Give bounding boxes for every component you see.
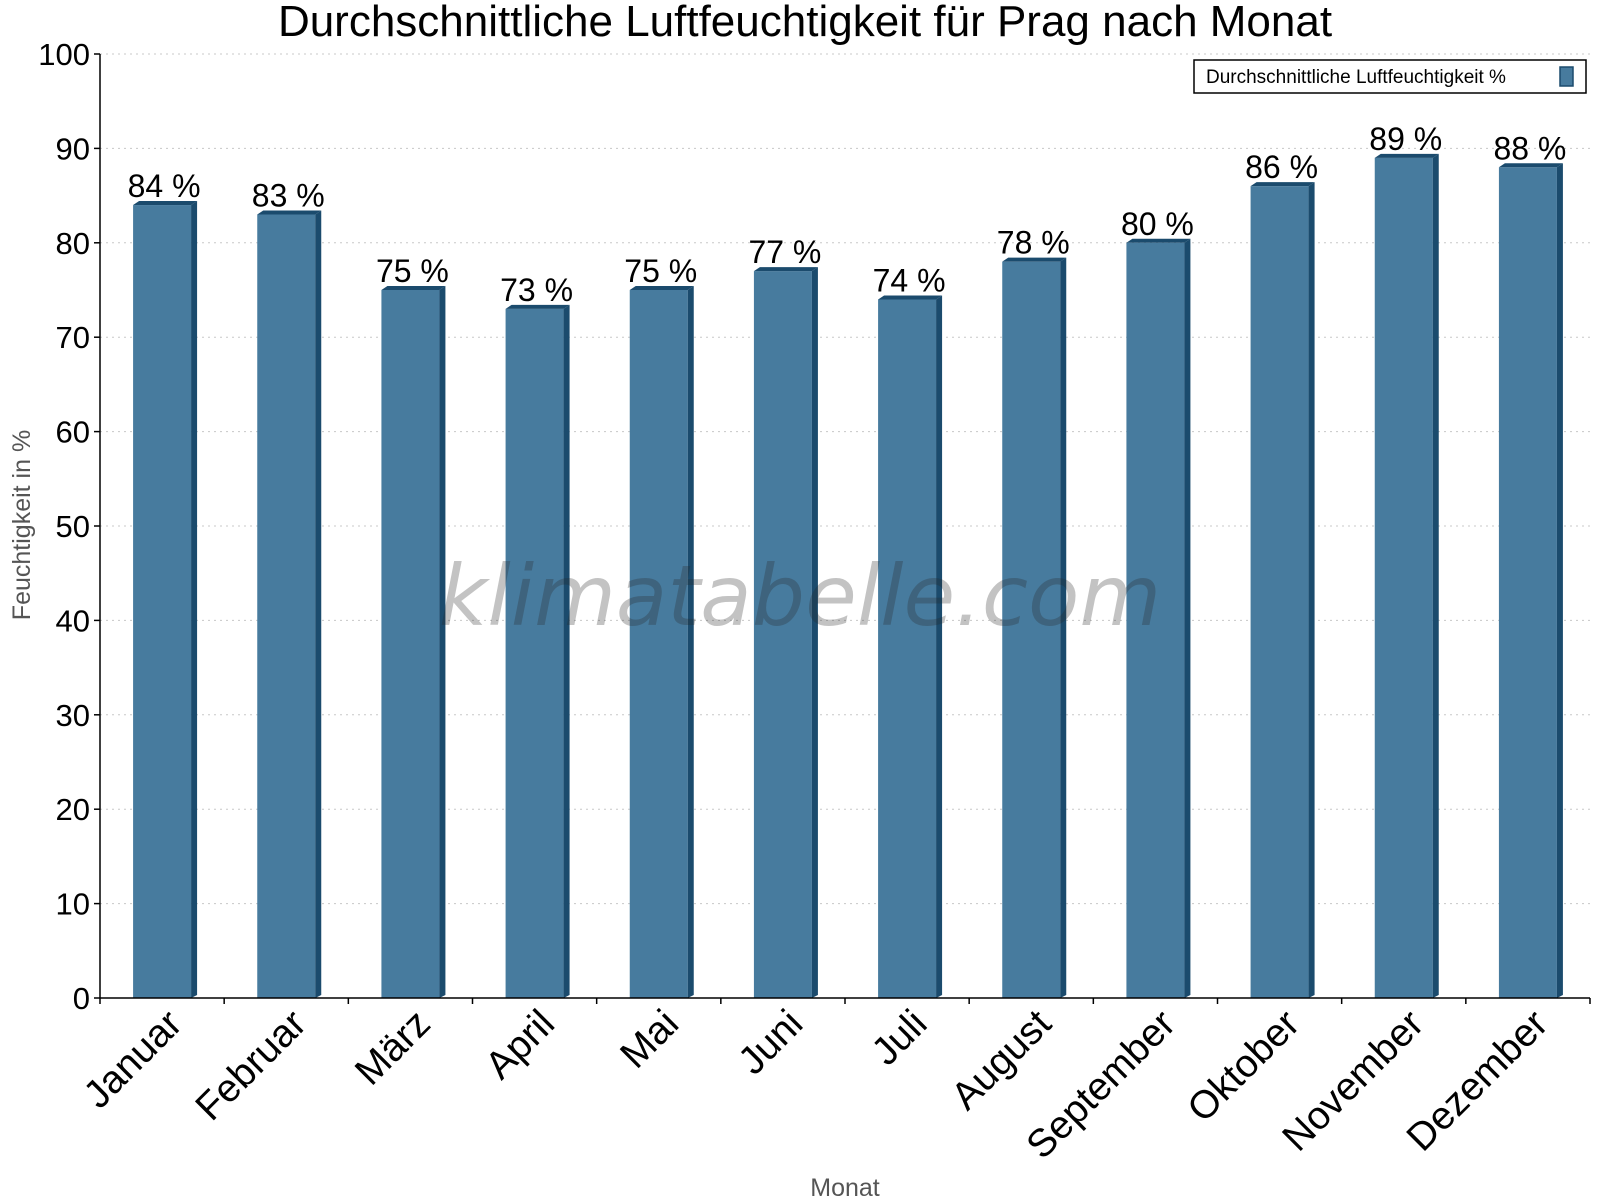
bar [1002, 257, 1067, 998]
bar-top [878, 295, 943, 300]
bar-side [563, 304, 570, 998]
y-axis: 0 10 20 30 40 50 60 70 80 90 100 [38, 37, 101, 1016]
bar [381, 286, 446, 998]
y-tick-label: 10 [56, 887, 90, 922]
x-tick-label: März [347, 1002, 439, 1094]
data-label: 75 % [624, 253, 697, 289]
bar-side [1184, 238, 1191, 999]
bar-side [687, 286, 694, 998]
data-label: 77 % [748, 234, 821, 270]
bar-side [1308, 182, 1315, 998]
data-label: 75 % [376, 253, 449, 289]
x-tick-label: Juli [864, 1002, 936, 1074]
y-tick-label: 90 [56, 131, 90, 166]
data-labels: 84 % 83 % 75 % 73 % 75 % 77 % 74 % 78 % 80 % 86 %… [128, 121, 1567, 308]
bar-top [1250, 182, 1315, 187]
bar-top [1498, 163, 1563, 168]
bar-top [629, 286, 694, 290]
y-tick-label: 20 [56, 792, 90, 827]
data-label: 89 % [1369, 121, 1442, 157]
bar-side [439, 286, 446, 998]
legend: Durchschnittliche Luftfeuchtigkeit % [1193, 59, 1587, 94]
bar-top [257, 210, 322, 215]
y-tick-label: 50 [56, 509, 90, 544]
bars [133, 153, 1563, 999]
legend-swatch [1559, 66, 1574, 87]
bar-face [753, 271, 812, 998]
bar-face [1498, 167, 1557, 998]
legend-label: Durchschnittliche Luftfeuchtigkeit % [1206, 67, 1506, 88]
legend-box [1193, 59, 1587, 94]
bar [1250, 182, 1315, 998]
x-tick-label: Januar [76, 1002, 191, 1117]
y-tick-label: 40 [56, 603, 90, 638]
x-tick-label: August [943, 1002, 1059, 1118]
data-label: 80 % [1121, 206, 1194, 242]
bar-side [191, 201, 198, 999]
bar-side [315, 210, 322, 999]
bar-face [878, 299, 937, 998]
x-axis-title: Monat [810, 1174, 880, 1200]
x-tick-label: Oktober [1179, 1002, 1308, 1131]
y-axis-title: Feuchtigkeit in % [8, 430, 36, 620]
y-tick-label: 80 [56, 226, 90, 261]
x-tick-label: Mai [612, 1002, 687, 1077]
y-tick-label: 70 [56, 320, 90, 355]
bar-side [1060, 257, 1067, 998]
bar-side [1432, 153, 1439, 999]
bar-face [1250, 186, 1309, 998]
data-label: 84 % [128, 168, 201, 204]
y-tick-label: 60 [56, 415, 90, 450]
bar-top [133, 201, 198, 206]
data-label: 73 % [500, 272, 573, 308]
data-label: 74 % [873, 262, 946, 298]
bar-face [1374, 157, 1433, 999]
bar [1498, 163, 1563, 998]
y-tick-label: 100 [38, 37, 90, 72]
bar-top [505, 304, 570, 309]
bar [1374, 153, 1439, 999]
bar [133, 201, 198, 999]
bar-top [381, 286, 446, 290]
data-label: 86 % [1245, 149, 1318, 185]
x-tick-label: Juni [730, 1002, 811, 1083]
bar-face [1002, 261, 1061, 998]
bar-top [753, 267, 818, 272]
data-label: 88 % [1493, 130, 1566, 166]
bar-side [1556, 163, 1563, 998]
y-tick-label: 0 [73, 981, 90, 1016]
x-tick-label: Februar [188, 1002, 315, 1129]
bar-face [381, 290, 440, 998]
bar [257, 210, 322, 999]
bar-side [936, 295, 943, 998]
x-tick-label: April [477, 1002, 563, 1088]
bar [629, 286, 694, 998]
bar [878, 295, 943, 998]
chart-title: Durchschnittliche Luftfeuchtigkeit für P… [278, 0, 1332, 46]
bar-side [811, 267, 818, 998]
bar-face [629, 290, 688, 998]
watermark: klimatabelle.com [439, 547, 1162, 645]
bar-face [1126, 242, 1185, 999]
bar-top [1126, 238, 1191, 243]
bar [753, 267, 818, 998]
gridlines [100, 53, 1590, 905]
bar-face [133, 205, 192, 999]
y-tick-label: 30 [56, 698, 90, 733]
bar-top [1374, 153, 1439, 158]
bar [1126, 238, 1191, 999]
bar [505, 304, 570, 998]
data-label: 78 % [997, 225, 1070, 261]
bar-top [1002, 257, 1067, 262]
bar-face [257, 214, 316, 999]
data-label: 83 % [252, 177, 325, 213]
bar-face [505, 308, 564, 998]
